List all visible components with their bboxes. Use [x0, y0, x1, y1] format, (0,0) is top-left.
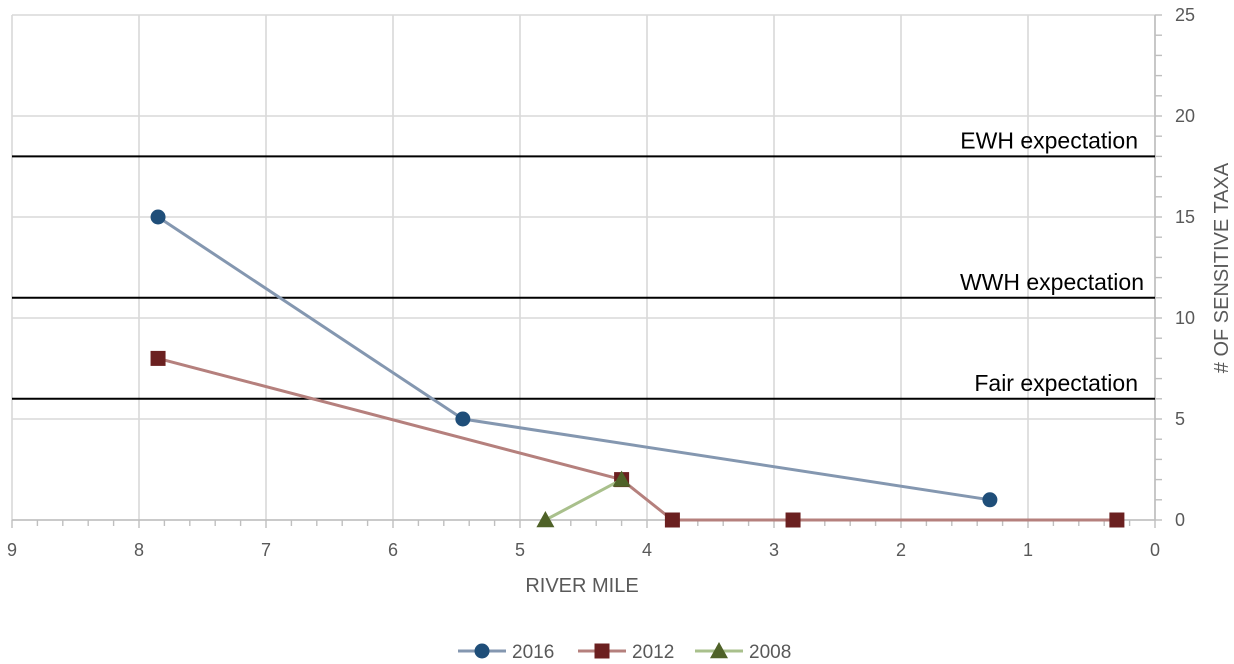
- legend: 2016 2012 2008: [458, 642, 791, 663]
- x-tick-label: 9: [7, 540, 17, 560]
- data-point-2016: [150, 209, 166, 225]
- x-tick-label: 3: [769, 540, 779, 560]
- series-line-2008: [544, 478, 623, 522]
- y-axis-title: # OF SENSITIVE TAXA: [1211, 162, 1233, 373]
- legend-item-2008: 2008: [695, 642, 791, 663]
- y-tick-label: 15: [1175, 207, 1195, 227]
- x-tick-label: 8: [134, 540, 144, 560]
- legend-item-2016: 2016: [458, 642, 554, 663]
- legend-label-2012: 2012: [632, 642, 674, 663]
- data-point-2012: [785, 512, 801, 528]
- series-2016: [150, 209, 998, 508]
- data-point-2012: [1109, 512, 1125, 528]
- legend-item-2012: 2012: [578, 642, 674, 663]
- data-point-2008: [612, 470, 631, 487]
- x-tick-label: 5: [515, 540, 525, 560]
- legend-marker-2008: [710, 642, 728, 659]
- series-2008: [536, 470, 631, 528]
- x-tick-label: 7: [261, 540, 271, 560]
- x-tick-label: 4: [642, 540, 652, 560]
- series-2012: [150, 350, 1125, 528]
- legend-label-2016: 2016: [512, 642, 554, 663]
- data-point-2012: [664, 512, 680, 528]
- data-point-2016: [455, 411, 471, 427]
- x-axis-title: RIVER MILE: [525, 575, 638, 597]
- legend-label-2008: 2008: [749, 642, 791, 663]
- reference-lines: EWH expectation WWH expectation Fair expec…: [12, 127, 1155, 400]
- y-tick-label: 0: [1175, 510, 1185, 530]
- x-tick-label: 1: [1023, 540, 1033, 560]
- data-point-2016: [982, 492, 998, 508]
- x-tick-label: 0: [1150, 540, 1160, 560]
- x-tick-label: 6: [388, 540, 398, 560]
- y-tick-label: 10: [1175, 308, 1195, 328]
- data-series: [150, 209, 1125, 528]
- reference-line-label: WWH expectation: [960, 269, 1144, 295]
- y-tick-label: 5: [1175, 409, 1185, 429]
- gridlines: [11, 14, 1156, 521]
- y-tick-label: 20: [1175, 106, 1195, 126]
- y-tick-label: 25: [1175, 5, 1195, 25]
- series-line-2016: [157, 215, 991, 502]
- legend-marker-2016: [474, 643, 490, 659]
- legend-marker-2012: [594, 643, 610, 659]
- x-tick-label: 2: [896, 540, 906, 560]
- reference-line-label: EWH expectation: [960, 127, 1138, 153]
- reference-line-label: Fair expectation: [974, 370, 1138, 396]
- data-point-2008: [536, 511, 555, 528]
- data-point-2012: [150, 350, 166, 366]
